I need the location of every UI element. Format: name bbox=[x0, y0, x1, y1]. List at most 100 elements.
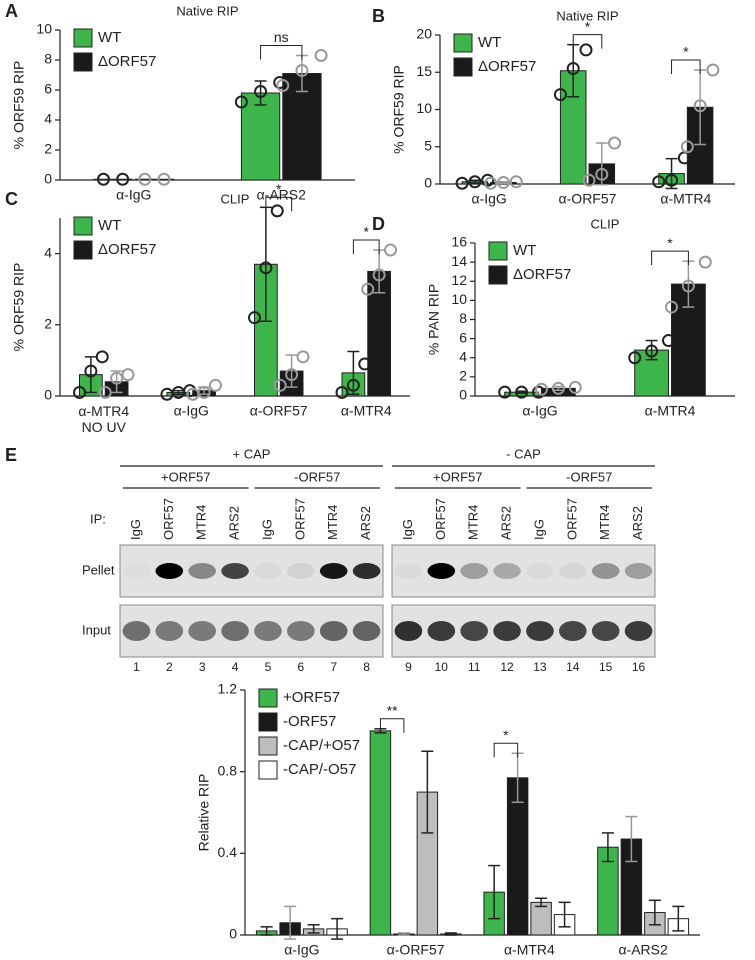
data-point bbox=[652, 175, 666, 189]
input-band bbox=[394, 621, 423, 641]
input-band bbox=[221, 621, 249, 641]
pellet-band bbox=[188, 563, 216, 579]
error-bar bbox=[285, 354, 298, 388]
data-point bbox=[138, 172, 152, 186]
y-axis-label: % ORF59 RIP bbox=[11, 263, 27, 352]
data-point bbox=[248, 311, 261, 325]
error-bar bbox=[110, 370, 123, 394]
pellet-band bbox=[395, 563, 423, 579]
chart-title: Native RIP bbox=[556, 8, 618, 23]
data-point bbox=[276, 79, 290, 92]
y-tick-label: 6 bbox=[459, 329, 467, 345]
row-label: Pellet bbox=[82, 562, 115, 577]
data-point bbox=[295, 64, 309, 77]
input-band bbox=[624, 621, 653, 641]
legend-swatch bbox=[488, 265, 508, 285]
y-tick-label: 0 bbox=[229, 926, 237, 942]
lane-label: ARS2 bbox=[358, 506, 373, 540]
lane-label: ORF57 bbox=[433, 498, 448, 540]
cap-label: - CAP bbox=[506, 446, 541, 461]
data-point bbox=[73, 385, 86, 399]
panel-label: C bbox=[5, 189, 18, 209]
pellet-band bbox=[591, 563, 620, 579]
error-bar bbox=[172, 389, 185, 395]
panel-label: D bbox=[372, 214, 385, 234]
data-point bbox=[197, 385, 211, 399]
significance-bracket bbox=[572, 34, 603, 49]
data-point bbox=[509, 175, 523, 189]
legend-swatch bbox=[73, 28, 93, 48]
significance-label: * bbox=[276, 181, 282, 197]
data-point bbox=[116, 172, 130, 186]
panel-label: E bbox=[5, 445, 17, 465]
legend-swatch bbox=[453, 33, 473, 53]
data-point bbox=[273, 378, 287, 392]
data-point bbox=[566, 62, 580, 76]
lane-label: IgG bbox=[531, 519, 546, 540]
x-tick-label: α-ORF57 bbox=[559, 191, 617, 207]
x-tick-label: α-MTR4 bbox=[504, 942, 555, 958]
y-tick-label: 4 bbox=[44, 244, 52, 260]
x-tick-label: α-IgG bbox=[174, 403, 209, 419]
data-point bbox=[296, 350, 310, 364]
data-point bbox=[680, 140, 694, 154]
data-point bbox=[681, 279, 695, 293]
significance-bracket bbox=[379, 718, 405, 733]
data-point bbox=[481, 173, 495, 187]
lane-label: MTR4 bbox=[597, 505, 612, 540]
y-tick-label: 10 bbox=[416, 100, 432, 116]
error-bar bbox=[488, 864, 501, 920]
chart-title: Native RIP bbox=[176, 3, 238, 18]
x-tick-label: α-MTR4 NO UV bbox=[78, 403, 129, 435]
significance-label: * bbox=[683, 44, 689, 60]
y-tick-label: 15 bbox=[416, 63, 432, 79]
legend-label: -ORF57 bbox=[283, 713, 336, 730]
data-point bbox=[553, 88, 567, 102]
y-tick-label: 20 bbox=[416, 26, 432, 42]
bar bbox=[240, 92, 281, 181]
lane-number: 15 bbox=[599, 660, 613, 674]
data-point bbox=[335, 385, 349, 399]
data-point bbox=[535, 382, 548, 396]
significance-label: ns bbox=[274, 29, 289, 45]
bar bbox=[93, 178, 133, 181]
data-point bbox=[698, 255, 712, 269]
data-point bbox=[579, 43, 593, 57]
data-point bbox=[693, 99, 707, 113]
x-tick-label: α-IgG bbox=[284, 942, 319, 958]
pellet-band bbox=[221, 563, 249, 579]
pellet-band bbox=[254, 563, 282, 579]
lane-label: ARS2 bbox=[630, 506, 645, 540]
data-point bbox=[496, 176, 510, 190]
significance-bracket bbox=[265, 196, 293, 212]
error-bar bbox=[468, 179, 481, 185]
error-bar bbox=[595, 142, 608, 186]
input-band bbox=[559, 621, 587, 641]
pellet-band bbox=[460, 563, 488, 579]
input-band bbox=[352, 621, 381, 641]
lane-number: 3 bbox=[199, 660, 206, 674]
error-bar bbox=[515, 390, 528, 394]
y-tick-label: 8 bbox=[44, 51, 52, 67]
error-bar bbox=[84, 356, 97, 394]
pellet-band bbox=[559, 563, 587, 579]
input-band bbox=[188, 621, 216, 641]
data-point bbox=[628, 351, 642, 365]
error-bar bbox=[260, 926, 273, 936]
lane-label: MTR4 bbox=[194, 505, 209, 540]
lane-number: 6 bbox=[297, 660, 304, 674]
error-bar bbox=[421, 750, 434, 834]
legend-swatch bbox=[258, 688, 278, 708]
y-axis-label: % ORF59 RIP bbox=[391, 65, 407, 154]
lane-number: 9 bbox=[405, 660, 412, 674]
data-point bbox=[270, 204, 284, 218]
data-point bbox=[515, 385, 529, 399]
legend-label: WT bbox=[513, 242, 536, 259]
y-tick-label: 14 bbox=[451, 253, 467, 269]
data-point bbox=[665, 173, 679, 187]
pellet-band bbox=[319, 563, 348, 579]
input-band bbox=[319, 621, 348, 641]
data-point bbox=[259, 261, 273, 275]
x-tick-label: α-ARS2 bbox=[257, 187, 307, 203]
